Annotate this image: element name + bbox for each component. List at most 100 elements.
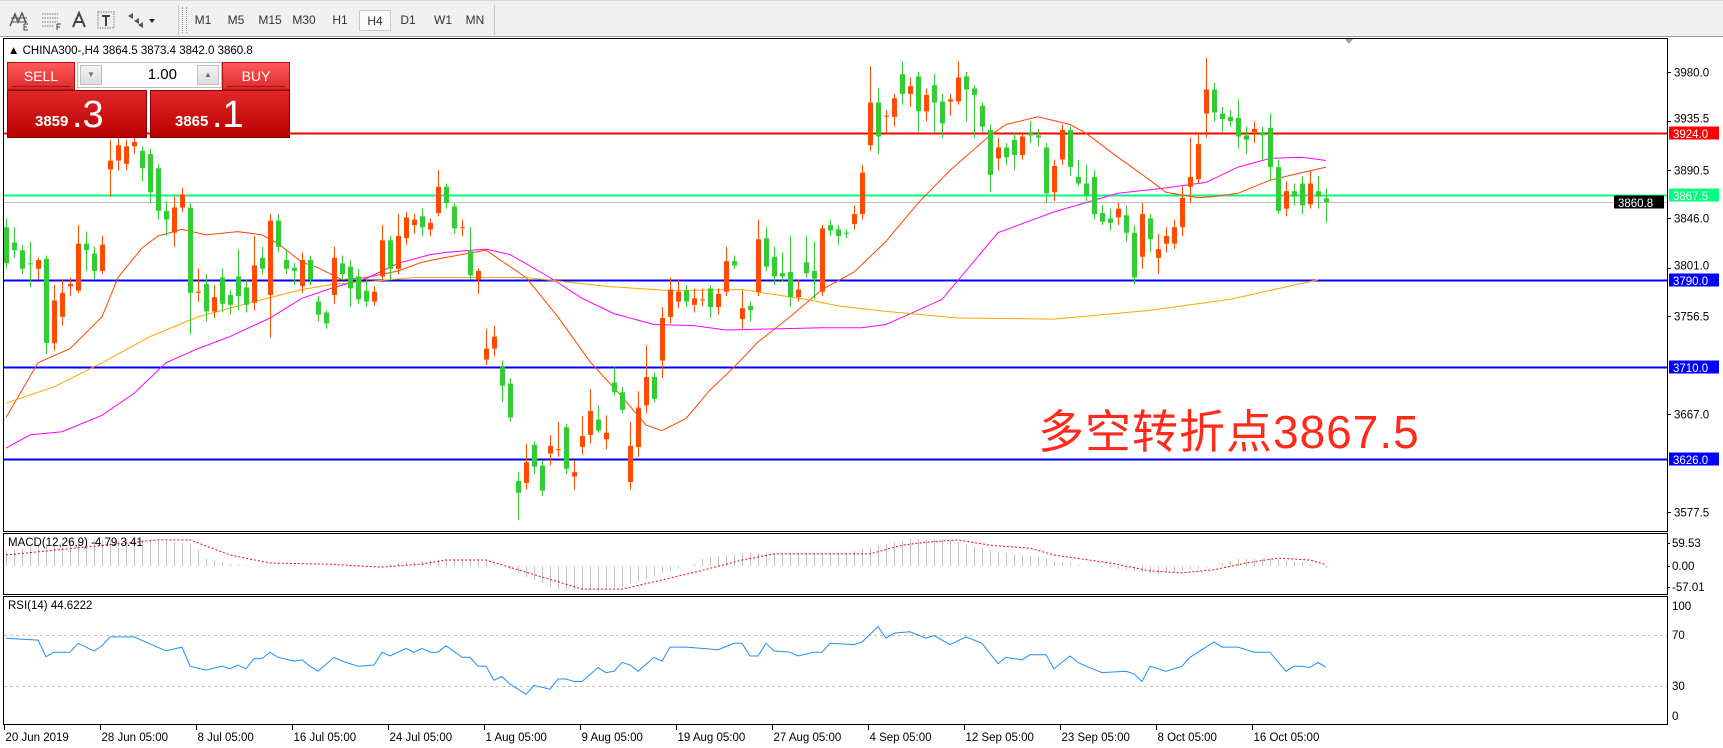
bearish-candle [1260,126,1265,160]
timeframe-m15[interactable]: M15 [258,13,282,27]
timeframe-h1[interactable]: H1 [332,13,348,27]
timeframe-d1[interactable]: D1 [400,13,416,27]
bearish-candle [364,279,369,308]
candle-body [332,257,337,296]
bearish-candle [1124,205,1129,242]
bearish-candle [940,93,945,138]
bearish-candle [1212,82,1217,122]
candle-body [900,74,905,94]
lot-increase-icon[interactable]: ▲ [197,65,219,85]
candle-body [1148,218,1153,240]
level-badge: 3924.0 [1669,126,1719,141]
candle-body [748,305,753,311]
bullish-candle [548,434,553,466]
bullish-candle [1060,124,1065,165]
candle-body [228,295,233,305]
bullish-candle [76,225,81,293]
bullish-candle [396,214,401,275]
candle-body [404,217,409,239]
bullish-candle [460,219,465,236]
bullish-candle [100,235,105,275]
bearish-candle [500,360,505,403]
candle-body [276,220,281,247]
bearish-candle [828,219,833,236]
collapse-triangle-icon: ▲ [8,45,23,57]
bullish-candle [268,214,273,338]
fibonacci-icon[interactable] [38,8,64,32]
bullish-candle [756,219,761,297]
candle-body [252,265,257,303]
bearish-candle [84,231,89,271]
bullish-candle [1052,159,1057,201]
candle-body [84,243,89,251]
bullish-candle [852,205,857,230]
bullish-candle [372,286,377,306]
sell-price-button[interactable]: 3859 .3 [7,90,147,138]
bearish-candle [340,255,345,280]
candle-body [860,172,865,215]
candle-body [764,238,769,267]
candle-body [492,336,497,349]
bearish-candle [972,85,977,138]
bearish-candle [732,255,737,269]
candle-body [996,147,1001,159]
bearish-candle [708,285,713,318]
candle-body [340,263,345,275]
candle-body [628,445,633,482]
timeframe-m5[interactable]: M5 [227,13,245,27]
candle-body [948,99,953,102]
level-badge: 3626.0 [1669,452,1719,467]
lot-decrease-icon[interactable]: ▼ [80,65,102,85]
level-badge-bg [1669,360,1719,374]
bearish-candle [516,472,521,521]
buy-price-pips: .1 [212,94,244,136]
bearish-candle [804,235,809,278]
bullish-candle [676,279,681,309]
bearish-candle [684,285,689,308]
bullish-candle [52,285,57,351]
candle-body [780,273,785,277]
bullish-candle [492,325,497,357]
candle-body [1084,183,1089,196]
shift-marker-icon[interactable] [1345,39,1353,44]
candle-body [732,261,737,266]
lot-size-input[interactable]: ▼ 1.00 ▲ [77,62,222,88]
candle-body [1132,232,1137,278]
elliott-wave-icon[interactable] [6,8,32,32]
candle-body [444,186,449,204]
timeframe-w1[interactable]: W1 [434,13,452,27]
candle-body [324,312,329,324]
bearish-candle [148,148,153,204]
candle-body [68,284,73,287]
bullish-candle [884,110,889,133]
text-icon[interactable] [66,8,92,32]
timeframe-m30[interactable]: M30 [292,13,316,27]
bearish-candle [1108,208,1113,231]
candle-body [1164,235,1169,244]
candle-body [636,407,641,447]
toolbar-grip[interactable] [182,7,187,33]
arrows-dropdown-icon[interactable] [124,8,158,32]
toolbar-separator [178,5,179,35]
candle-body [284,260,289,269]
candle-body [204,284,209,312]
candle-body [1196,144,1201,180]
buy-price-button[interactable]: 3865 .1 [150,90,290,138]
sell-button[interactable]: SELL [7,62,75,90]
candle-body [828,225,833,231]
timeframe-mn[interactable]: MN [465,13,485,27]
bullish-candle [1116,203,1121,226]
timeframe-m1[interactable]: M1 [194,13,212,27]
bearish-candle [1316,175,1321,209]
timeframe-h4[interactable]: H4 [359,10,391,31]
bullish-candle [1020,132,1025,160]
ma-fast-line [5,116,1327,432]
candle-body [1212,89,1217,113]
rsi-tick-label: 100 [1672,601,1691,613]
candle-body [804,262,809,274]
text-label-icon[interactable] [93,8,119,32]
buy-button[interactable]: BUY [222,62,290,90]
lot-value[interactable]: 1.00 [147,66,177,83]
bullish-candle [124,139,129,171]
